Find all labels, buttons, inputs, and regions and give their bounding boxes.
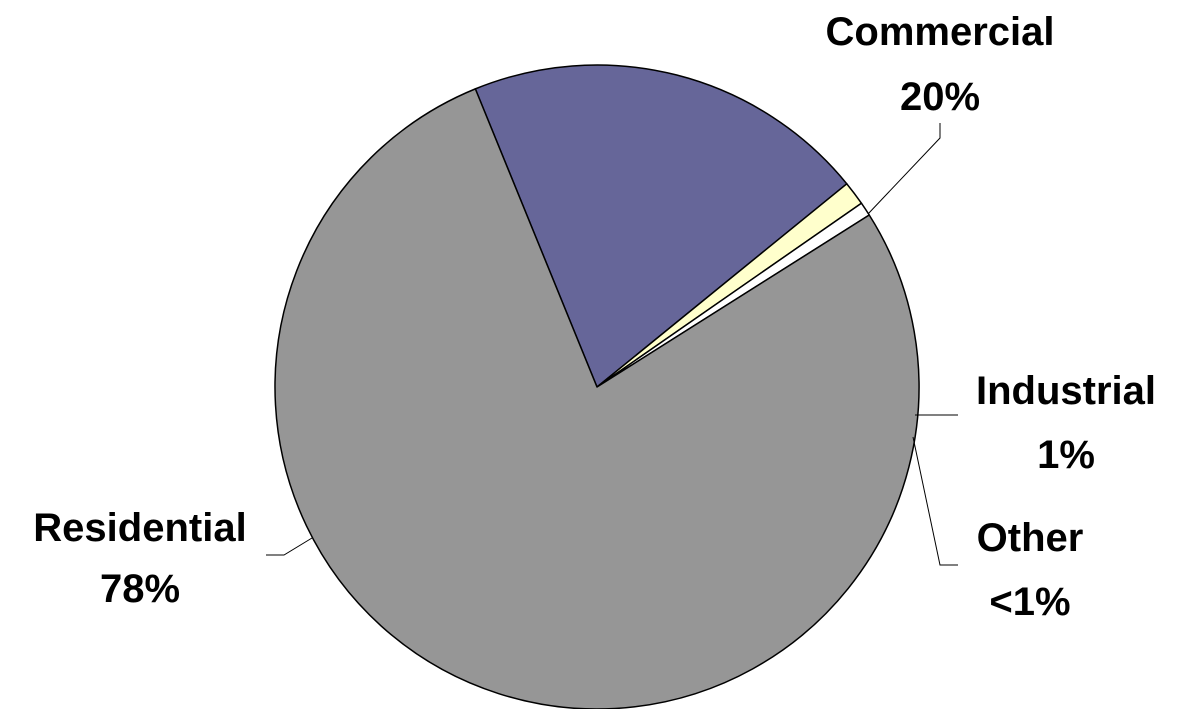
label-other-percent: <1%: [989, 580, 1070, 624]
pie-slice-residential: [274, 88, 920, 709]
leader-line-other: [912, 436, 958, 566]
label-commercial-percent: 20%: [900, 75, 980, 119]
pie-slice-commercial: [474, 64, 848, 388]
leader-line-commercial: [867, 123, 941, 215]
label-residential-percent: 78%: [100, 567, 180, 611]
label-industrial-name: Industrial: [976, 369, 1156, 413]
pie-slices: [274, 64, 920, 709]
leader-line-residential: [266, 537, 313, 556]
slice-labels: Commercial 20% Industrial 1% Other <1% R…: [33, 10, 1156, 624]
leader-lines: [266, 123, 958, 566]
label-residential-name: Residential: [33, 506, 246, 550]
label-commercial-name: Commercial: [826, 10, 1055, 54]
label-industrial-percent: 1%: [1037, 433, 1095, 477]
label-other-name: Other: [977, 516, 1084, 560]
